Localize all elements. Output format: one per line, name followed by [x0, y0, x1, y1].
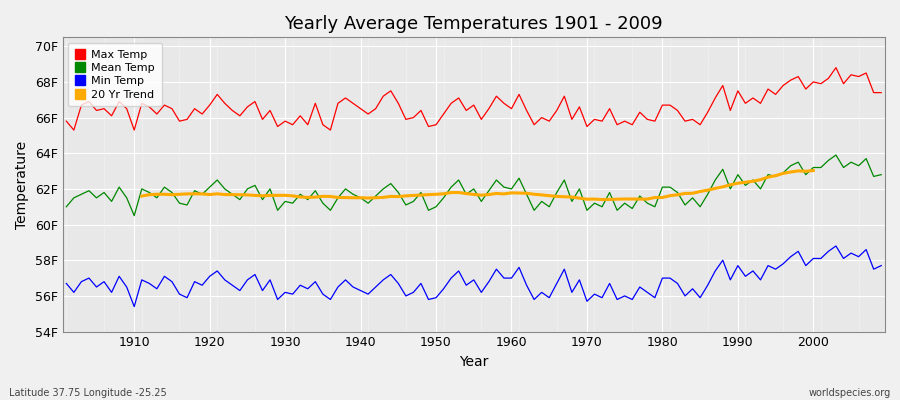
- Y-axis label: Temperature: Temperature: [15, 140, 29, 228]
- X-axis label: Year: Year: [459, 355, 489, 369]
- Text: Latitude 37.75 Longitude -25.25: Latitude 37.75 Longitude -25.25: [9, 388, 166, 398]
- Text: worldspecies.org: worldspecies.org: [809, 388, 891, 398]
- Legend: Max Temp, Mean Temp, Min Temp, 20 Yr Trend: Max Temp, Mean Temp, Min Temp, 20 Yr Tre…: [68, 43, 162, 106]
- Title: Yearly Average Temperatures 1901 - 2009: Yearly Average Temperatures 1901 - 2009: [284, 15, 663, 33]
